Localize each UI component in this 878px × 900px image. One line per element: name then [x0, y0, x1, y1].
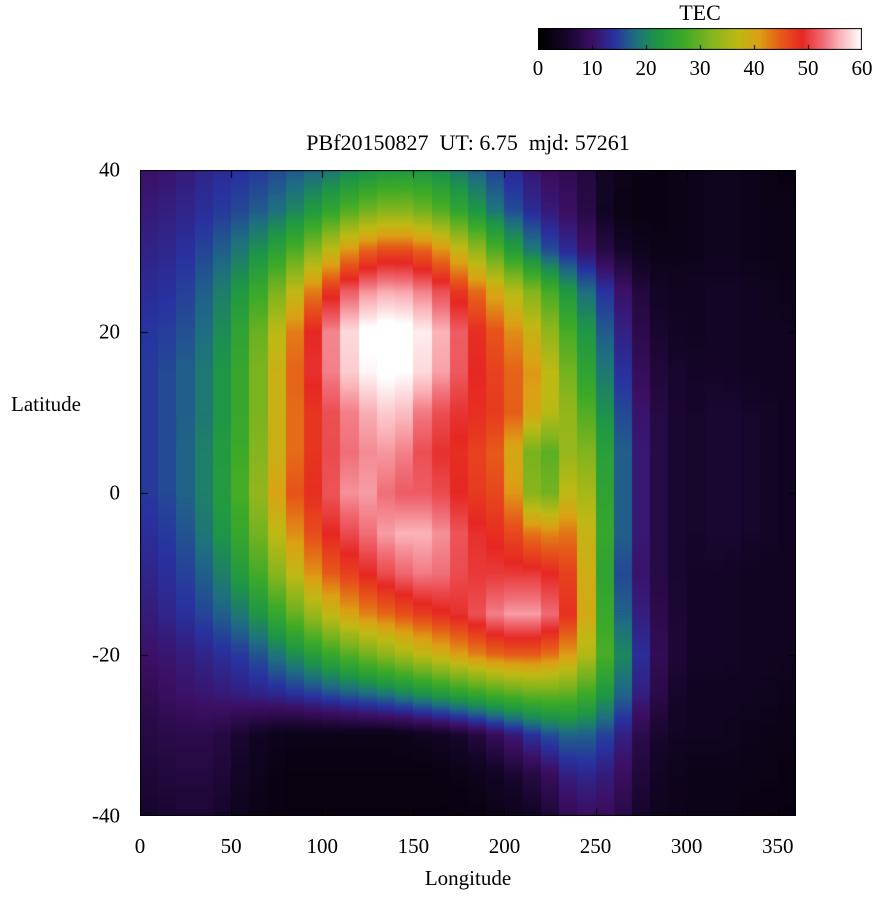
colorbar-tick-label: 10	[581, 56, 603, 80]
y-tick-label: 0	[109, 480, 121, 505]
x-tick-label: 100	[306, 834, 338, 858]
x-tick-label: 50	[220, 834, 242, 858]
x-tick-label: 250	[579, 834, 612, 858]
x-tick-label: 200	[488, 834, 521, 858]
x-tick-label: 300	[670, 834, 703, 858]
colorbar-tick-label: 20	[635, 56, 657, 80]
x-tick-label: 350	[762, 834, 794, 858]
y-tick-label: -40	[92, 803, 120, 828]
colorbar-gradient	[538, 28, 862, 50]
colorbar-tick-label: 60	[851, 56, 873, 80]
y-tick-label: -20	[92, 642, 120, 666]
heatmap-canvas	[140, 170, 796, 816]
colorbar-tick-label: 30	[689, 56, 711, 80]
y-tick-label: 40	[99, 157, 120, 182]
y-tick-labels: 40 20 0 -20 -40	[0, 159, 130, 826]
x-axis-label: Longitude	[424, 866, 512, 890]
x-tick-label: 0	[134, 834, 146, 858]
colorbar-title: TEC	[679, 0, 721, 25]
plot-title: PBf20150827 UT: 6.75 mjd: 57261	[306, 130, 630, 155]
x-tick-labels: 0 50 100 150 200 250 300 350	[135, 830, 796, 858]
colorbar-tick-label: 50	[797, 56, 819, 80]
x-tick-label: 150	[397, 834, 430, 858]
colorbar-tick-label: 40	[743, 56, 765, 80]
colorbar-tick-label: 0	[532, 56, 544, 80]
colorbar-tick-labels: 0 10 20 30 40 50 60	[533, 54, 873, 80]
y-tick-label: 20	[99, 319, 120, 343]
y-axis-label: Latitude	[11, 392, 81, 416]
